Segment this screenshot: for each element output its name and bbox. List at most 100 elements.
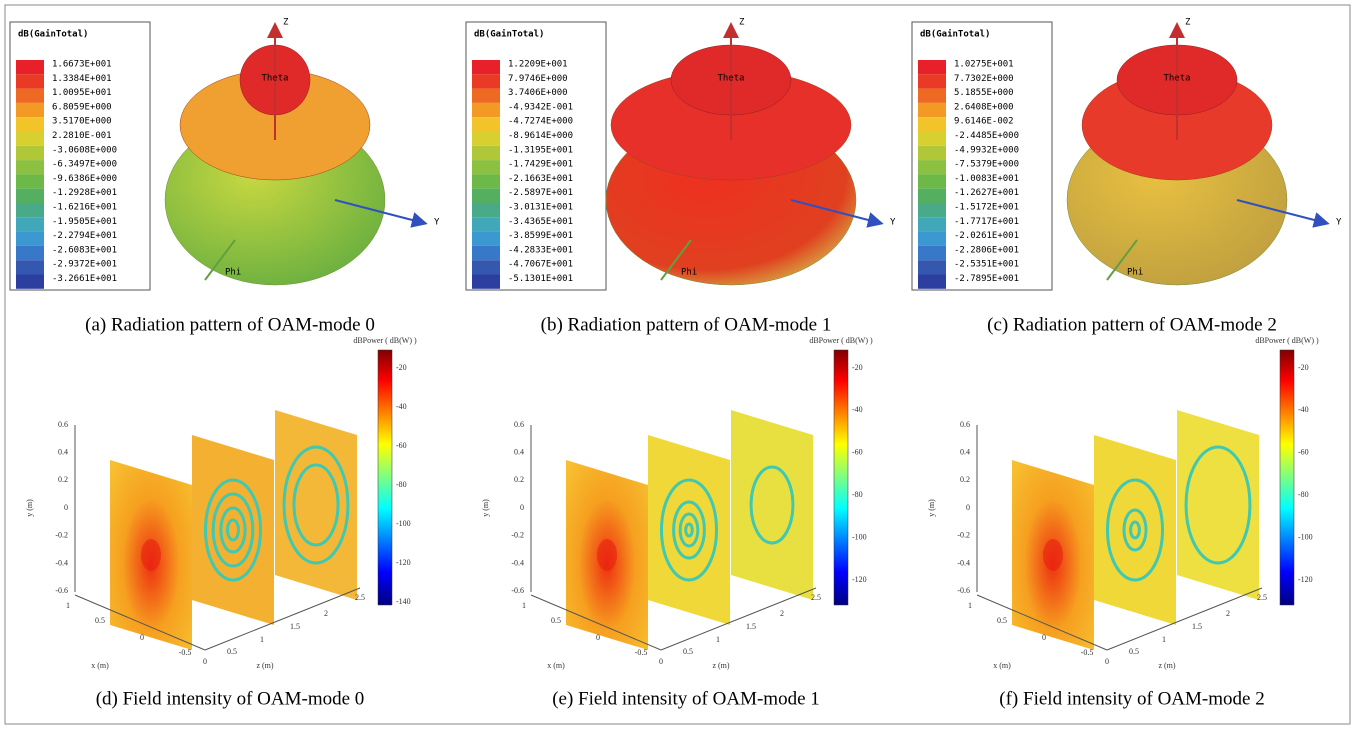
y-axis-label: Y [434,218,440,228]
field-ring [1184,445,1252,565]
legend-swatch [472,88,500,103]
y-tick-label: 0.4 [514,448,524,457]
legend-value: 2.2810E-001 [52,131,112,141]
colorbar-tick-label: -80 [396,480,407,489]
legend-value: 5.1855E+000 [954,88,1014,98]
x-tick-label: 0 [1042,633,1046,642]
legend-value: -5.1301E+001 [508,274,573,284]
legend-swatch [918,217,946,232]
y-tick-label: 0.2 [960,475,970,484]
field-plane [731,410,813,600]
field-ring [1129,520,1141,540]
x-axis-line [530,594,662,651]
legend-swatch [16,117,44,132]
frame [4,4,1351,725]
legend-value: -4.7067E+001 [508,260,573,270]
z-tick-label: 1.5 [1192,622,1202,631]
legend-value: -1.7717E+001 [954,217,1019,227]
y-axis [1236,199,1330,228]
legend-swatch [472,274,500,289]
z-axis-title: z (m) [256,661,273,670]
z-axis-label: Z [283,18,289,28]
z-axis-title: z (m) [712,661,729,670]
legend-value: -4.2833E+001 [508,245,573,255]
legend-value: -2.5351E+001 [954,260,1019,270]
y-axis [334,199,428,228]
colorbar-tick-label: -40 [396,402,407,411]
z-tick-label: 0 [1105,657,1109,666]
colorbar-tick-label: -20 [1298,363,1309,372]
theta-label: Theta [1163,74,1190,84]
legend-swatch [472,174,500,189]
y-tick-label: -0.2 [55,531,68,540]
x-tick-label: 0.5 [997,616,1007,625]
legend-value: -2.9372E+001 [52,260,117,270]
legend-value: -2.2794E+001 [52,231,117,241]
colorbar-tick-label: -20 [852,363,863,372]
legend-swatch [472,188,500,203]
colorbar-tick-label: -20 [396,363,407,372]
legend-title: dB(GainTotal) [18,29,88,40]
legend-swatch [918,274,946,289]
plane-rings [1106,478,1164,582]
y-tick-label: -0.2 [957,531,970,540]
legend-value: -6.3497E+000 [52,160,117,170]
colorbar-tick-label: -80 [852,490,863,499]
y-axis-title: y (m) [25,499,34,517]
phi-axis [1106,239,1138,281]
x-tick-label: 0 [596,633,600,642]
y-tick-label: -0.4 [957,558,970,567]
field-ring [219,506,247,554]
legend-swatch [16,188,44,203]
z-tick-label: 0.5 [683,647,693,656]
y-tick-label: 0.4 [58,448,68,457]
z-tick-label: 2 [324,609,328,618]
legend-value: 1.0275E+001 [954,60,1014,70]
legend-swatch [16,217,44,232]
field-ring [749,465,795,545]
z-tick-label: 2 [780,609,784,618]
x-tick-label: 1 [968,601,972,610]
y-tick-label: -0.6 [957,586,970,595]
y-tick-label: 0 [64,503,68,512]
x-tick-label: 1 [66,601,70,610]
y-axis-label: Y [890,218,896,228]
colorbar-tick-label: -40 [1298,405,1309,414]
y-axis-title: y (m) [481,499,490,517]
legend-swatch [918,117,946,132]
legend-swatch [16,131,44,146]
caption: (c) Radiation pattern of OAM-mode 2 [987,314,1277,335]
y-axis-label: Y [1336,218,1342,228]
phi-label: Phi [681,268,697,278]
field-hotspot [141,539,161,571]
legend-swatch [918,60,946,75]
legend-value: 1.0095E+001 [52,88,112,98]
z-tick-label: 2 [1226,609,1230,618]
theta-label: Theta [717,74,744,84]
colorbar-tick-label: -120 [1298,575,1313,584]
y-tick-label: 0.6 [58,420,68,429]
colorbar-tick-label: -100 [396,519,411,528]
legend-value: -3.0131E+001 [508,203,573,213]
theta-label: Theta [261,74,288,84]
legend-value: -2.5897E+001 [508,188,573,198]
plane-rings [749,465,795,545]
legend-swatch [472,203,500,218]
z-axis-label: Z [739,18,745,28]
y-tick-label: -0.4 [511,558,524,567]
x-tick-label: 1 [522,601,526,610]
legend-title: dB(GainTotal) [920,29,990,40]
y-tick-label: 0 [520,503,524,512]
z-tick-label: 1.5 [290,622,300,631]
z-axis-line [660,587,817,651]
legend-swatch [918,231,946,246]
phi-axis [204,239,236,281]
field-ring [678,512,700,548]
legend-swatch [918,102,946,118]
legend-swatch [472,145,500,161]
field-plane [275,410,357,600]
legend-swatch [918,88,946,103]
field-plane [648,435,730,625]
legend-value: -1.6216E+001 [52,203,117,213]
